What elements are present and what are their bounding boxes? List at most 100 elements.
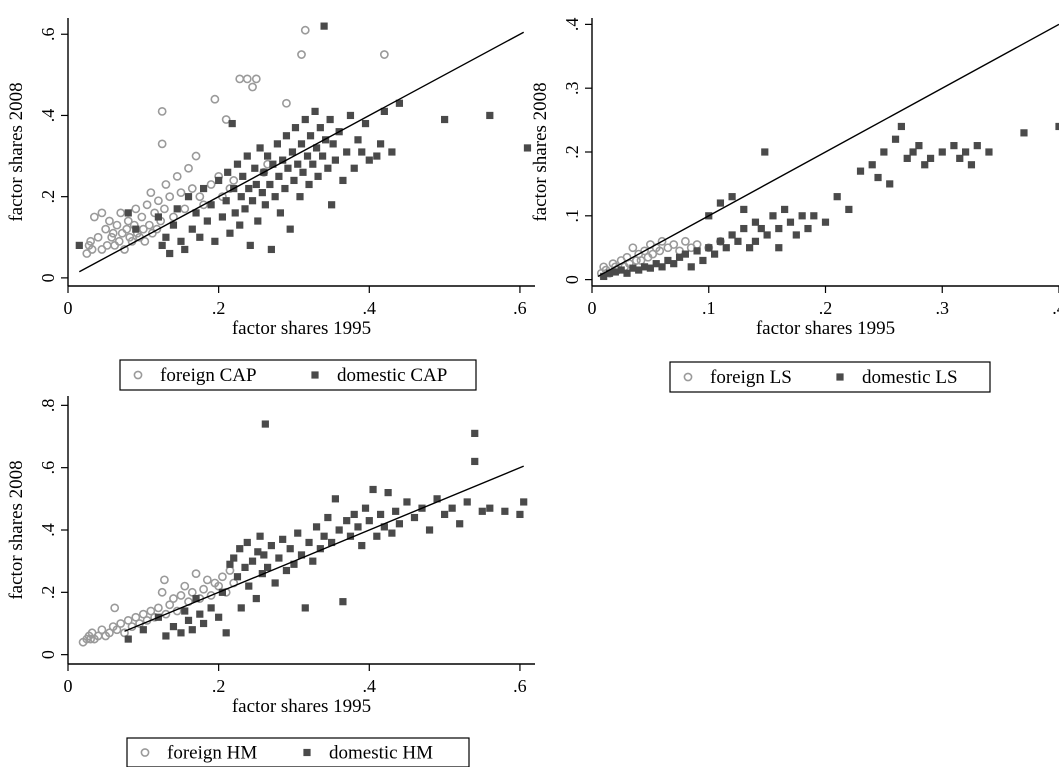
data-point xyxy=(705,244,713,252)
scatter-panel-3: 0 .2 .4 .6 0 .2 .4 .6 .8 factor shares 1995 factor… xyxy=(6,396,535,767)
data-point xyxy=(395,520,404,528)
data-point xyxy=(122,224,132,234)
data-point xyxy=(152,224,162,234)
data-point xyxy=(184,193,193,201)
data-point xyxy=(657,236,667,246)
data-point xyxy=(751,218,760,226)
legend-marker-domestic xyxy=(303,748,311,757)
data-point xyxy=(746,244,754,252)
data-point xyxy=(845,205,853,214)
data-point xyxy=(158,241,166,249)
y-tick-label: .4 xyxy=(38,109,58,123)
data-point xyxy=(191,151,201,161)
data-point xyxy=(354,523,362,531)
data-point xyxy=(241,563,249,571)
data-point xyxy=(165,600,175,610)
data-point xyxy=(251,74,261,84)
data-point xyxy=(628,243,638,253)
data-point xyxy=(775,224,783,233)
legend-marker-foreign xyxy=(133,370,143,380)
data-point xyxy=(157,106,167,116)
data-point xyxy=(261,201,269,209)
series-domestic-ls xyxy=(600,122,1059,281)
y-tick-label: .6 xyxy=(38,461,58,475)
y-tick-label: .2 xyxy=(38,190,58,204)
data-point xyxy=(297,140,306,148)
data-point xyxy=(236,221,244,229)
data-point xyxy=(339,176,347,185)
data-point xyxy=(296,193,304,201)
data-point xyxy=(699,256,707,265)
data-point xyxy=(290,560,298,568)
data-point xyxy=(284,164,292,172)
data-point xyxy=(365,517,373,525)
data-point xyxy=(252,594,260,603)
data-point xyxy=(176,188,186,198)
data-point xyxy=(664,256,672,265)
data-point xyxy=(501,507,509,515)
legend: foreign HM domestic HM xyxy=(126,737,470,767)
data-point xyxy=(162,632,170,640)
data-point xyxy=(225,566,235,575)
data-point xyxy=(305,538,313,547)
data-point xyxy=(617,266,625,274)
data-point xyxy=(868,161,876,169)
data-point xyxy=(297,551,306,559)
data-point xyxy=(938,148,946,156)
data-point xyxy=(646,264,654,272)
data-point xyxy=(471,457,479,466)
data-point xyxy=(605,269,614,277)
x-tick-label: .6 xyxy=(513,298,527,318)
data-point xyxy=(798,212,806,220)
data-point xyxy=(196,610,204,618)
data-point xyxy=(173,205,181,213)
legend-label-domestic: domestic CAP xyxy=(337,365,447,386)
data-point xyxy=(312,144,321,152)
data-point xyxy=(214,581,224,591)
data-point xyxy=(112,220,122,230)
data-point xyxy=(880,148,888,156)
data-point xyxy=(792,231,800,239)
y-axis-title: factor shares 2008 xyxy=(530,82,551,221)
data-point xyxy=(361,504,370,512)
data-point xyxy=(275,554,283,562)
data-point xyxy=(211,237,219,245)
data-point xyxy=(373,152,381,160)
data-point xyxy=(172,171,182,181)
data-point xyxy=(294,160,302,168)
data-point xyxy=(195,192,205,202)
data-point xyxy=(192,209,200,217)
data-point xyxy=(523,144,532,152)
data-point xyxy=(160,204,169,214)
x-tick-label: .4 xyxy=(363,676,377,696)
data-point xyxy=(89,212,99,222)
data-point xyxy=(188,225,196,233)
data-point xyxy=(124,209,132,217)
data-point xyxy=(655,246,665,256)
data-point xyxy=(309,160,317,168)
data-point xyxy=(192,594,200,603)
data-point xyxy=(239,172,247,180)
data-point xyxy=(153,603,163,613)
data-point xyxy=(144,220,154,230)
data-point xyxy=(395,99,404,107)
data-point xyxy=(312,523,321,531)
data-point xyxy=(403,498,411,506)
data-point xyxy=(269,160,277,168)
x-axis-title: factor shares 1995 xyxy=(232,318,371,339)
data-point xyxy=(206,591,216,600)
data-point xyxy=(248,197,257,205)
data-point xyxy=(132,225,140,233)
data-point xyxy=(215,613,223,621)
data-point xyxy=(271,579,279,587)
series-domestic-hm xyxy=(124,420,528,643)
data-point xyxy=(915,142,923,150)
data-point xyxy=(728,193,736,201)
legend-label-foreign: foreign LS xyxy=(710,367,792,388)
data-point xyxy=(740,205,748,214)
data-point xyxy=(228,119,236,128)
data-point xyxy=(652,260,660,268)
y-tick-label: .2 xyxy=(38,586,58,600)
data-point xyxy=(376,140,385,148)
data-point xyxy=(425,526,434,534)
